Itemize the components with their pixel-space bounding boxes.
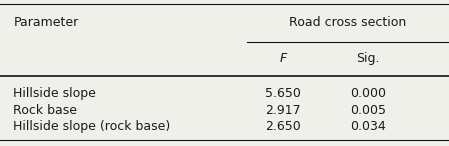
Text: Sig.: Sig. (357, 52, 380, 65)
Text: Rock base: Rock base (13, 104, 78, 117)
Text: Hillside slope (rock base): Hillside slope (rock base) (13, 120, 171, 133)
Text: F: F (279, 52, 286, 65)
Text: 2.650: 2.650 (265, 120, 301, 133)
Text: 2.917: 2.917 (265, 104, 301, 117)
Text: 0.000: 0.000 (350, 87, 386, 100)
Text: 0.005: 0.005 (350, 104, 386, 117)
Text: 5.650: 5.650 (265, 87, 301, 100)
Text: 0.034: 0.034 (350, 120, 386, 133)
Text: Parameter: Parameter (13, 16, 79, 29)
Text: Hillside slope: Hillside slope (13, 87, 97, 100)
Text: Road cross section: Road cross section (289, 16, 407, 29)
